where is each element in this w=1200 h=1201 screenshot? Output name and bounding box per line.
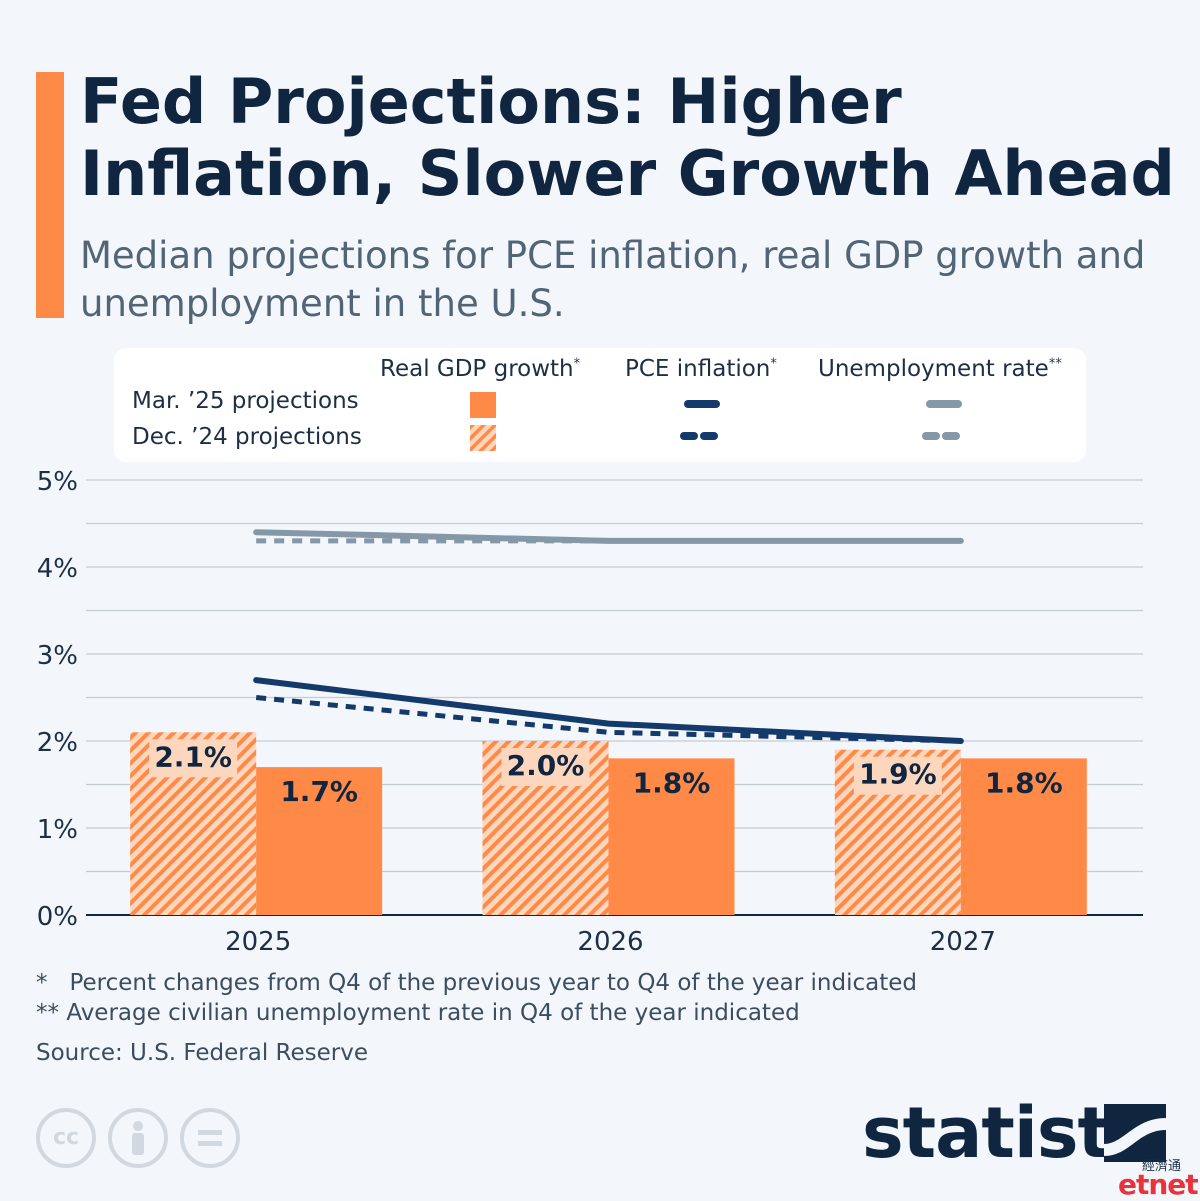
y-tick-label: 3% [37,641,78,671]
legend-swatch-pce-dec [680,432,724,440]
unemployment-line-mar [253,529,964,544]
footnote-2: ** Average civilian unemployment rate in… [36,1000,800,1026]
x-tick-label: 2027 [930,927,996,957]
data-label: 2.0% [507,749,585,782]
equals-icon[interactable] [180,1108,240,1168]
legend-swatch-unemployment-dec [922,432,966,440]
x-tick-label: 2025 [225,927,291,957]
footnote-1: * Percent changes from Q4 of the previou… [36,970,917,996]
legend-swatch-unemployment-mar [926,400,962,408]
legend-row-dec: Dec. ’24 projections [132,424,362,450]
data-label-bg [149,739,238,778]
data-label: 1.8% [985,766,1063,799]
legend-header-gdp: Real GDP growth* [380,356,581,382]
statista-logo-icon [1104,1104,1166,1162]
legend-row-mar: Mar. ’25 projections [132,388,359,414]
y-tick-label: 4% [37,554,78,584]
page-title: Fed Projections: Higher Inflation, Slowe… [80,65,1175,210]
bar-mar-2027 [960,758,1087,915]
accent-bar [36,72,64,318]
y-tick-label: 2% [37,728,78,758]
data-label: 2.1% [154,740,232,773]
data-label: 1.9% [859,758,937,791]
data-label: 1.8% [633,766,711,799]
data-label-bg [853,756,942,795]
source: Source: U.S. Federal Reserve [36,1040,368,1066]
page-subtitle: Median projections for PCE inflation, re… [80,234,1146,325]
cc-icon[interactable]: cc [36,1108,96,1168]
bar-mar-2026 [608,758,735,915]
y-tick-label: 1% [37,815,78,845]
y-tick-label: 0% [37,902,78,932]
legend: Real GDP growth* PCE inflation* Unemploy… [114,348,1086,462]
legend-swatch-gdp-mar [470,392,496,418]
legend-swatch-pce-mar [684,400,720,408]
y-tick-label: 5% [37,467,78,497]
data-label-bg [501,748,590,786]
legend-header-pce: PCE inflation* [625,356,777,382]
legend-swatch-gdp-dec [470,425,496,451]
watermark-chinese: 經濟通 [1142,1159,1182,1174]
bar-mar-2025 [256,767,383,915]
x-tick-label: 2026 [577,927,643,957]
person-icon[interactable] [108,1108,168,1168]
pce-line-mar [253,677,964,744]
data-label: 1.7% [280,775,358,808]
legend-header-unemployment: Unemployment rate** [818,356,1062,382]
watermark-etnet: etnet [1118,1168,1199,1201]
